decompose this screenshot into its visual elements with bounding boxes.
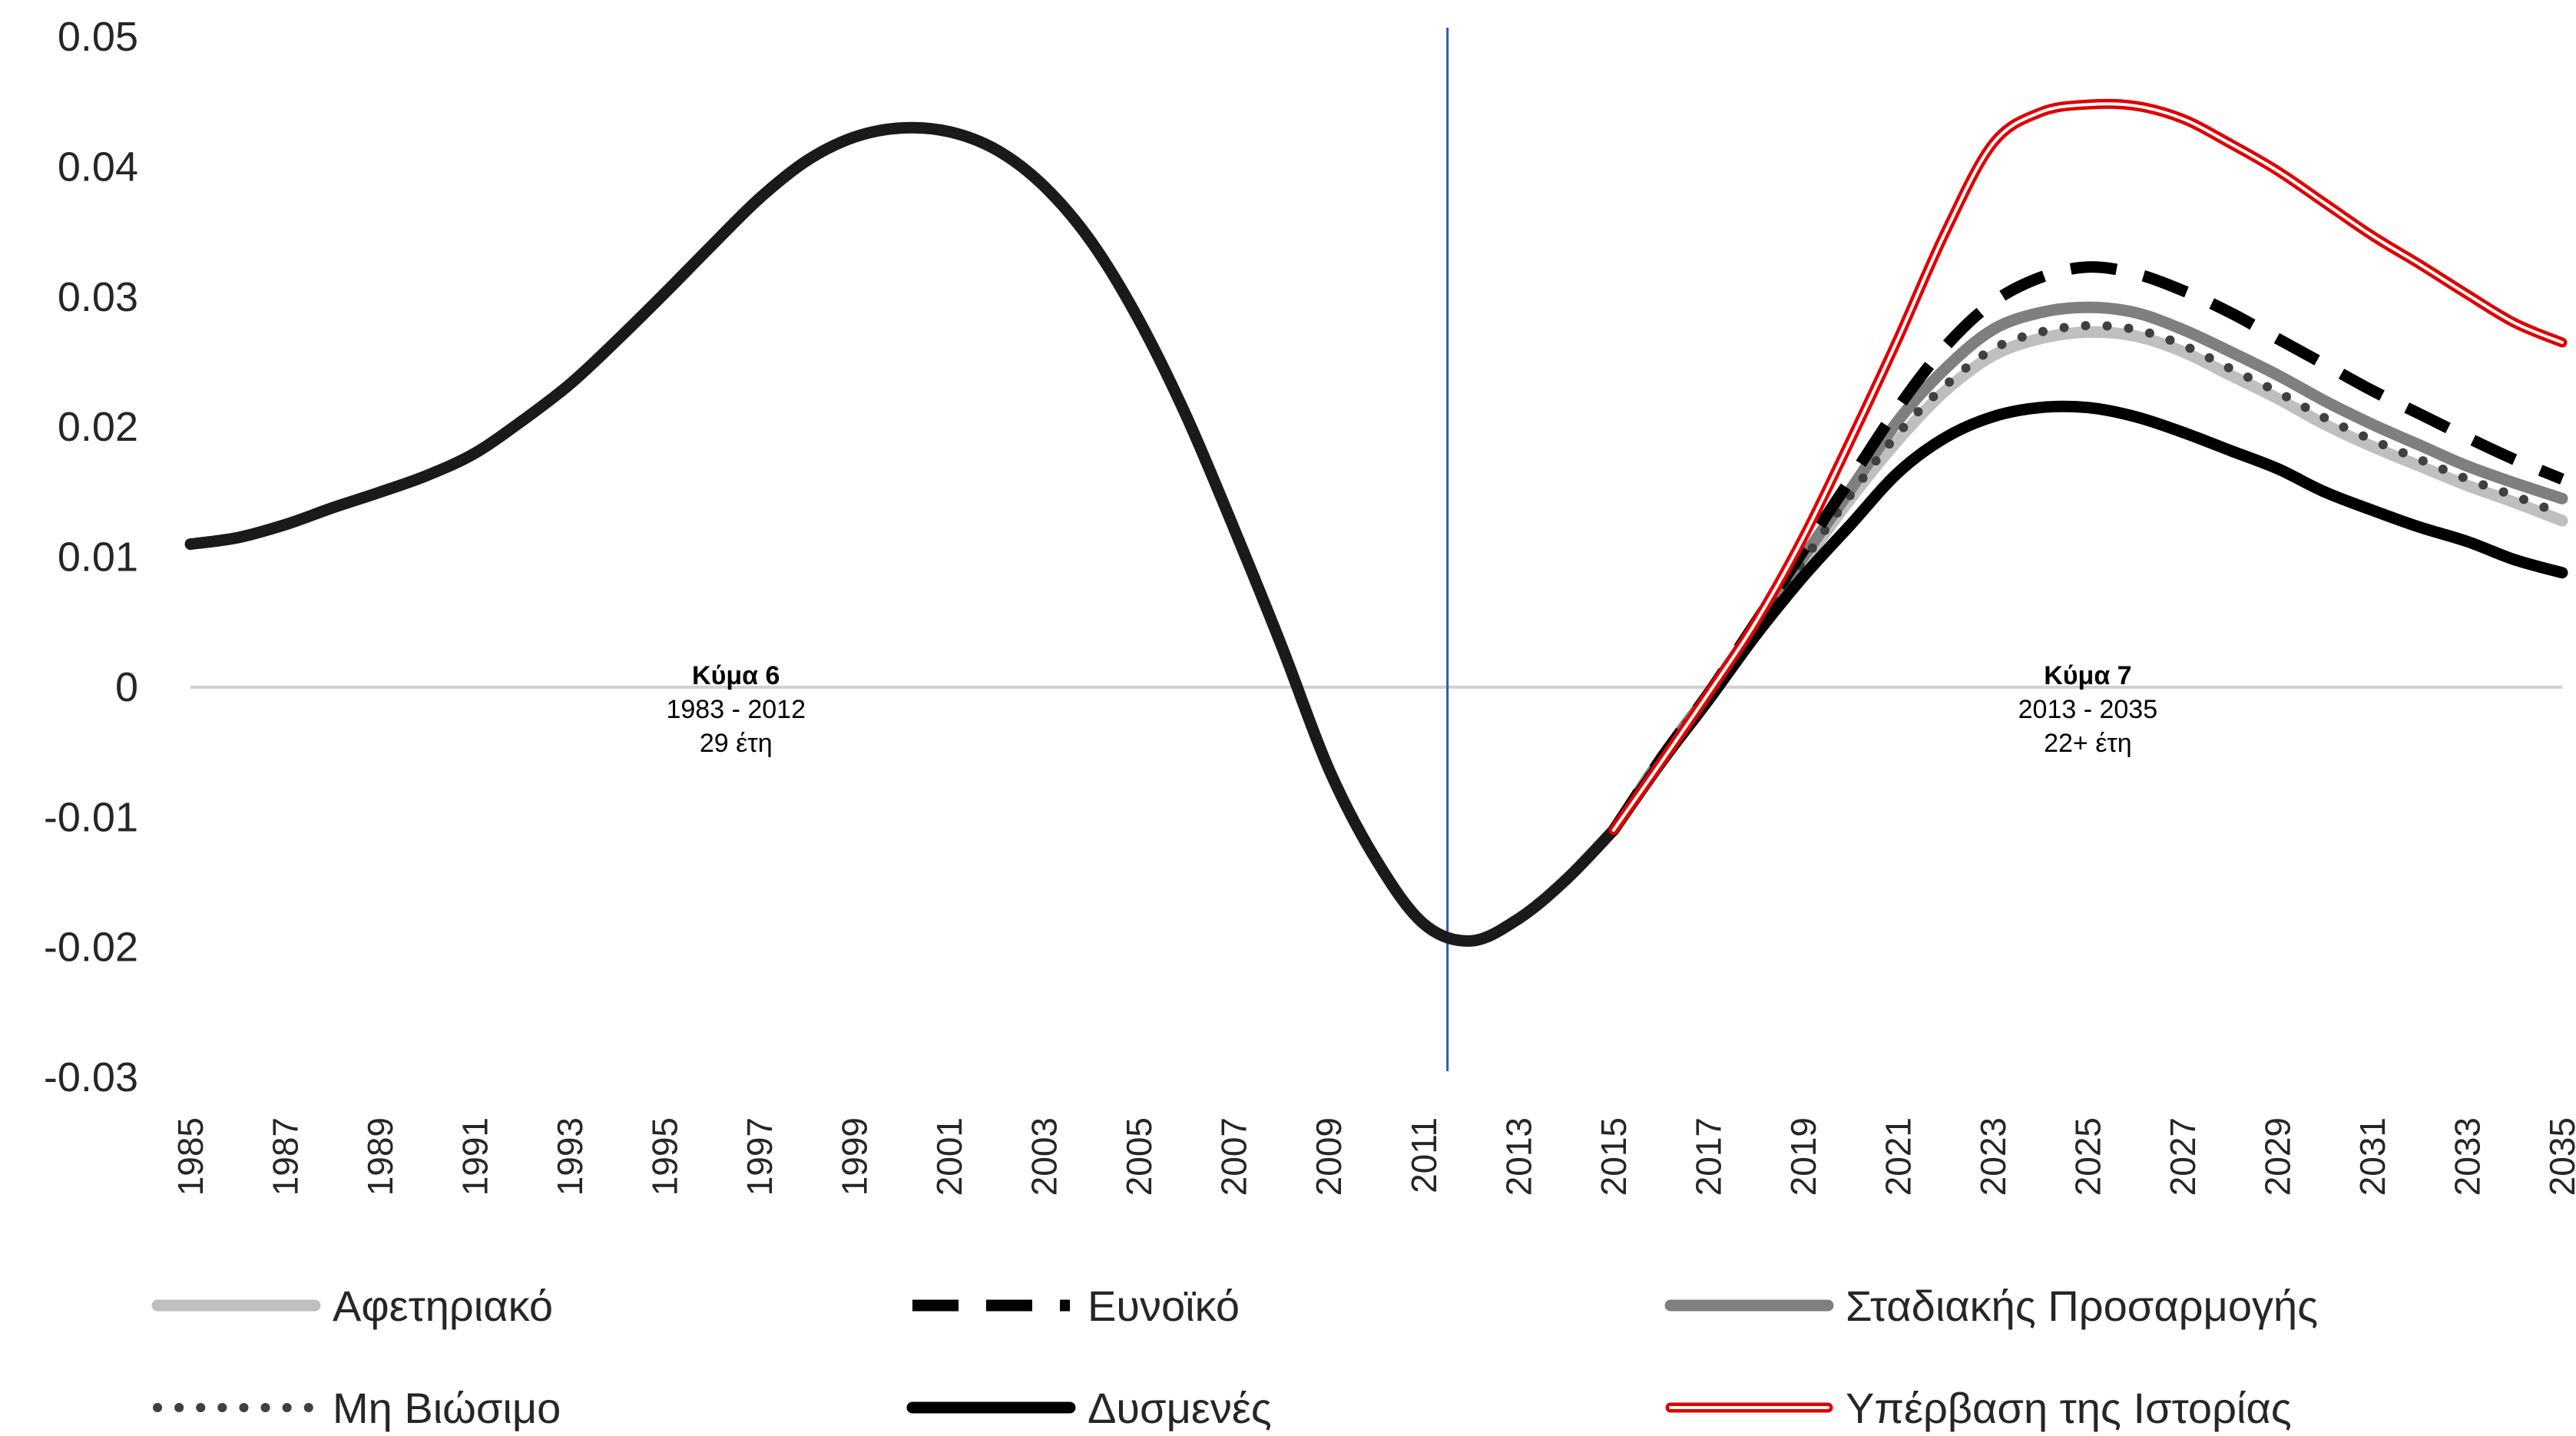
- x-tick-label: 2035: [2542, 1117, 2576, 1196]
- y-tick-label: 0: [115, 664, 138, 710]
- x-tick-label: 2017: [1688, 1117, 1728, 1196]
- x-tick-label: 2027: [2163, 1117, 2203, 1196]
- x-tick-label: 1987: [266, 1117, 306, 1196]
- x-tick-label: 2029: [2257, 1117, 2297, 1196]
- x-tick-label: 2011: [1404, 1117, 1444, 1193]
- x-tick-label: 2009: [1309, 1117, 1349, 1196]
- series-line-history: [184, 121, 1620, 947]
- series-lines: [184, 98, 2568, 947]
- x-tick-label: 1999: [835, 1117, 875, 1196]
- legend-item: Σταδιακής Προσαρμογής: [1664, 1282, 2318, 1330]
- annotation-text: 29 έτη: [700, 729, 773, 758]
- x-tick-label: 2013: [1498, 1117, 1538, 1196]
- x-tick-label: 1997: [740, 1117, 780, 1196]
- x-tick-label: 2015: [1594, 1117, 1634, 1196]
- annotation-text: 1983 - 2012: [666, 695, 806, 724]
- x-tick-label: 2021: [1878, 1117, 1918, 1196]
- annotation-text: Κύμα 6: [692, 661, 780, 690]
- x-axis-tick-labels: 1985 1987 1989 1991 1993 1995 1997 1999 2001 2003…: [171, 1117, 2576, 1196]
- annotation-text: Κύμα 7: [2044, 661, 2131, 690]
- y-tick-label: 0.01: [58, 534, 138, 581]
- y-axis-tick-labels: 0.05 0.04 0.03 0.02 0.01 0 -0.01 -0.02 -0.03: [44, 14, 138, 1100]
- y-tick-label: 0.04: [58, 144, 138, 190]
- x-tick-label: 2025: [2068, 1117, 2107, 1196]
- y-tick-label: -0.01: [44, 794, 138, 840]
- x-tick-label: 2023: [1973, 1117, 2013, 1196]
- legend-label: Υπέρβαση της Ιστορίας: [1846, 1384, 2292, 1432]
- x-tick-label: 2031: [2353, 1117, 2392, 1196]
- legend-item: Αφετηριακό: [151, 1282, 553, 1330]
- x-tick-label: 1993: [550, 1117, 590, 1196]
- y-tick-label: 0.05: [58, 14, 138, 60]
- y-tick-label: -0.02: [44, 925, 138, 971]
- legend-item: Υπέρβαση της Ιστορίας: [1665, 1384, 2292, 1432]
- chart-annotations: Κύμα 6 1983 - 2012 29 έτη Κύμα 7 2013 - 2035…: [666, 661, 2157, 758]
- annotation-text: 2013 - 2035: [2018, 695, 2158, 724]
- x-tick-label: 1989: [360, 1117, 400, 1196]
- x-tick-label: 2033: [2448, 1117, 2488, 1196]
- chart-legend: Αφετηριακό Ευνοϊκό Σταδιακής Προσαρμογής Μη…: [151, 1282, 2318, 1432]
- legend-item: Ευνοϊκό: [912, 1282, 1240, 1330]
- y-tick-label: 0.02: [58, 404, 138, 450]
- x-tick-label: 1991: [455, 1117, 495, 1196]
- legend-label: Σταδιακής Προσαρμογής: [1846, 1282, 2318, 1330]
- legend-item: Μη Βιώσιμο: [153, 1384, 561, 1432]
- y-tick-label: 0.03: [58, 274, 138, 320]
- x-tick-label: 2019: [1783, 1117, 1823, 1196]
- legend-label: Ευνοϊκό: [1088, 1282, 1240, 1330]
- x-tick-label: 2005: [1119, 1117, 1159, 1196]
- x-tick-label: 2007: [1214, 1117, 1254, 1196]
- legend-label: Δυσμενές: [1088, 1384, 1272, 1432]
- x-tick-label: 1985: [171, 1117, 210, 1196]
- x-tick-label: 1995: [645, 1117, 685, 1196]
- series-line-4: [1608, 400, 2568, 836]
- x-tick-label: 2003: [1025, 1117, 1065, 1196]
- annotation-text: 22+ έτη: [2044, 729, 2132, 758]
- series-line-5: [1608, 98, 2568, 835]
- y-tick-label: -0.03: [44, 1054, 138, 1100]
- legend-label: Αφετηριακό: [333, 1282, 553, 1330]
- x-tick-label: 2001: [929, 1117, 969, 1196]
- legend-item: Δυσμενές: [906, 1384, 1272, 1432]
- legend-label: Μη Βιώσιμο: [333, 1384, 561, 1432]
